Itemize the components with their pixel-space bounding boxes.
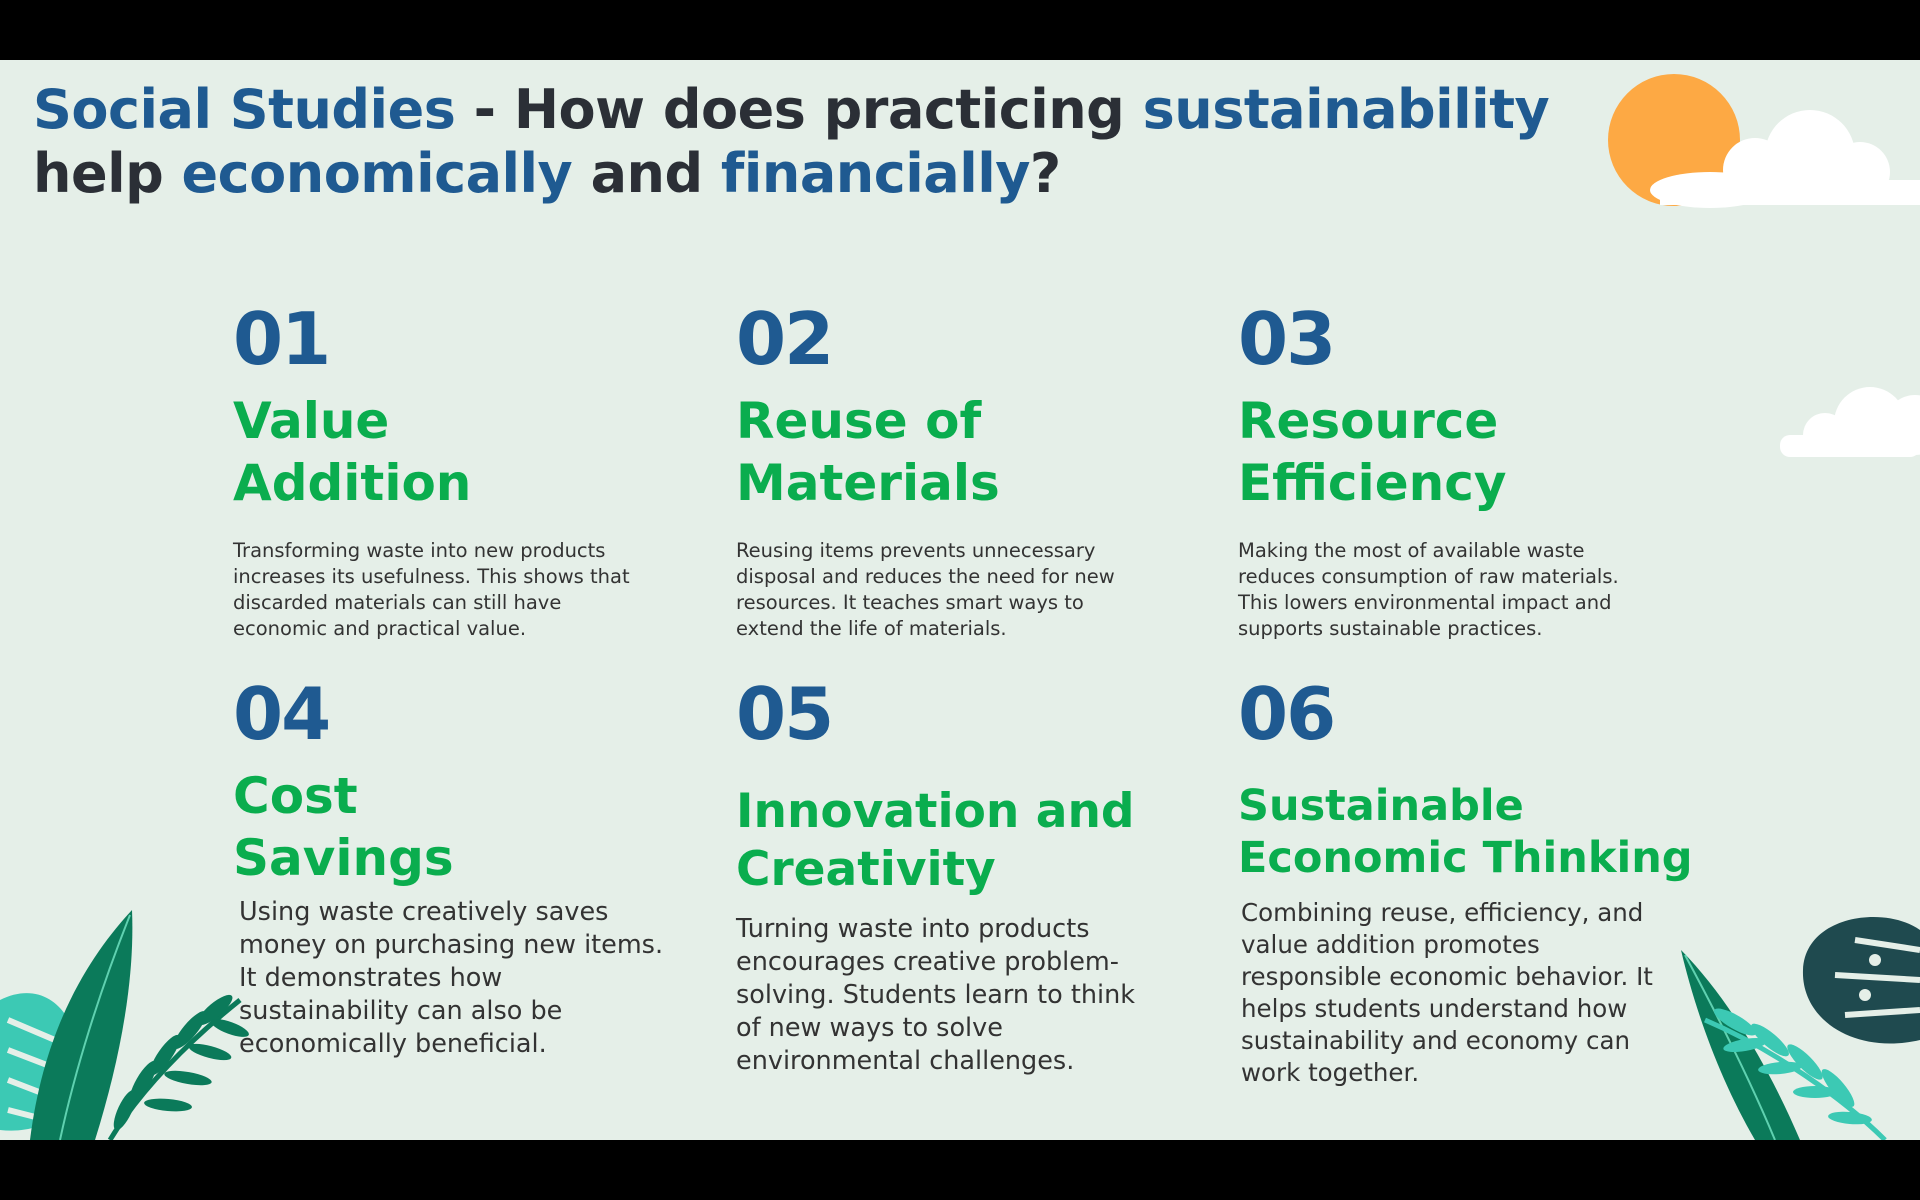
tropical-leaves-left-icon bbox=[0, 910, 250, 1140]
point-03: 03 Resource Efficiency bbox=[1238, 300, 1678, 514]
point-number: 05 bbox=[736, 675, 1176, 753]
point-05: 05 Innovation and Creativity bbox=[736, 675, 1176, 899]
point-description: Reusing items prevents unnecessary dispo… bbox=[736, 538, 1156, 642]
point-heading: Value Addition bbox=[233, 390, 673, 514]
title-subject: Social Studies bbox=[33, 78, 455, 141]
point-description: Using waste creatively saves money on pu… bbox=[239, 896, 679, 1061]
tropical-leaves-right-icon bbox=[1675, 910, 1920, 1140]
letterbox-top bbox=[0, 0, 1920, 60]
point-number: 04 bbox=[233, 675, 673, 753]
point-06: 06 Sustainable Economic Thinking bbox=[1238, 675, 1718, 884]
point-heading: Cost Savings bbox=[233, 765, 673, 889]
point-number: 03 bbox=[1238, 300, 1678, 378]
title-text-2: help bbox=[33, 142, 182, 205]
cloud-icon bbox=[1640, 100, 1920, 210]
point-heading: Innovation and Creativity bbox=[736, 783, 1176, 899]
point-heading: Resource Efficiency bbox=[1238, 390, 1678, 514]
point-description: Transforming waste into new products inc… bbox=[233, 538, 643, 642]
point-number: 06 bbox=[1238, 675, 1718, 753]
point-description: Turning waste into products encourages c… bbox=[736, 913, 1146, 1078]
point-04: 04 Cost Savings bbox=[233, 675, 673, 889]
cloud-icon bbox=[1780, 385, 1920, 457]
slide: Social Studies - How does practicing sus… bbox=[0, 60, 1920, 1140]
point-heading: Sustainable Economic Thinking bbox=[1238, 780, 1718, 884]
slide-title: Social Studies - How does practicing sus… bbox=[33, 78, 1593, 206]
point-description: Making the most of available waste reduc… bbox=[1238, 538, 1648, 642]
point-number: 01 bbox=[233, 300, 673, 378]
letterbox-bottom bbox=[0, 1140, 1920, 1200]
point-description: Combining reuse, efficiency, and value a… bbox=[1241, 897, 1661, 1089]
point-02: 02 Reuse of Materials bbox=[736, 300, 1176, 514]
point-01: 01 Value Addition bbox=[233, 300, 673, 514]
title-keyword-economically: economically bbox=[182, 142, 573, 205]
title-text-4: ? bbox=[1030, 142, 1061, 205]
title-text-1: - How does practicing bbox=[455, 78, 1142, 141]
title-keyword-financially: financially bbox=[721, 142, 1030, 205]
title-text-3: and bbox=[572, 142, 721, 205]
title-keyword-sustainability: sustainability bbox=[1143, 78, 1550, 141]
point-heading: Reuse of Materials bbox=[736, 390, 1176, 514]
point-number: 02 bbox=[736, 300, 1176, 378]
